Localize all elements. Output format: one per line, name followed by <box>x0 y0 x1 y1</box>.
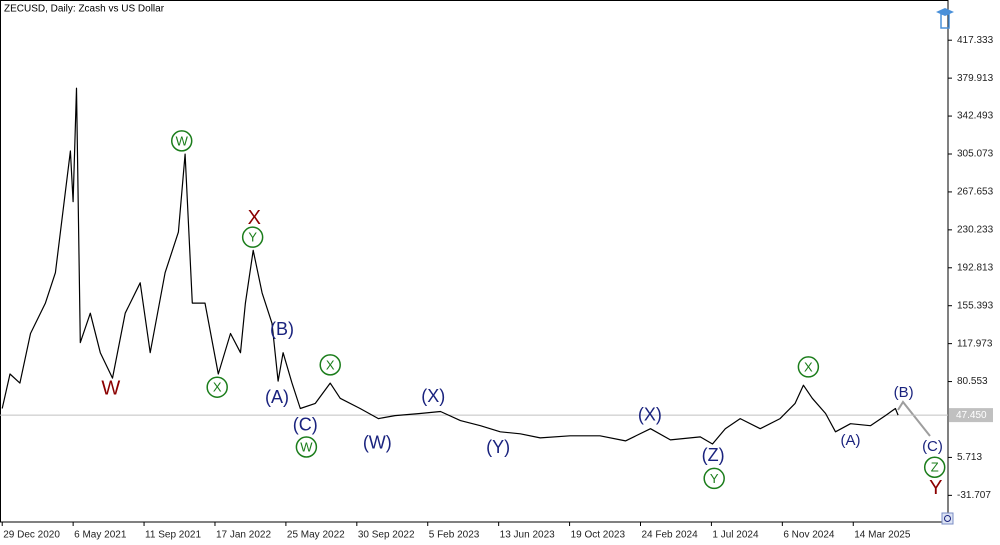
wave-text: W <box>300 439 313 454</box>
x-tick-label: 6 Nov 2024 <box>783 530 835 541</box>
y-tick-label: 117.973 <box>957 338 993 349</box>
wave-label: (X) <box>638 404 662 424</box>
y-tick-label: 267.653 <box>957 187 994 198</box>
x-tick-label: 5 Feb 2023 <box>429 530 480 541</box>
y-tick-label: 417.333 <box>957 35 994 46</box>
last-price-box <box>949 408 993 423</box>
wave-text: (Y) <box>486 437 510 457</box>
wave-label: (C) <box>922 438 943 455</box>
wave-text: (W) <box>363 433 392 453</box>
academy-icon[interactable] <box>936 8 954 29</box>
wave-label: (Y) <box>486 437 510 457</box>
wave-text: (C) <box>922 438 943 455</box>
y-tick-label: 230.233 <box>957 224 994 235</box>
wave-label: (Z) <box>702 445 725 465</box>
y-tick-label: 192.813 <box>957 262 994 273</box>
wave-label: (A) <box>265 387 289 407</box>
wave-label: W <box>101 378 120 400</box>
y-tick-label: -31.707 <box>957 490 991 501</box>
x-tick-label: 6 May 2021 <box>74 530 127 541</box>
wave-label: (W) <box>363 433 392 453</box>
cap-body <box>940 13 950 29</box>
wave-text: W <box>176 133 189 148</box>
y-tick-label: 155.393 <box>957 300 994 311</box>
wave-text: (X) <box>638 404 662 424</box>
y-tick-label: 80.553 <box>957 376 988 387</box>
corner-button-icon <box>944 515 951 522</box>
wave-circle <box>170 130 193 152</box>
wave-text: X <box>213 380 222 395</box>
wave-text: Y <box>929 477 942 499</box>
wave-circle <box>295 436 318 458</box>
wave-label: Y <box>703 467 725 490</box>
x-tick-label: 19 Oct 2023 <box>571 530 626 541</box>
wave-text: (A) <box>840 432 860 449</box>
y-tick-label: 5.713 <box>957 452 982 463</box>
wave-circle <box>703 467 725 490</box>
wave-label: Z <box>923 456 946 479</box>
y-tick-label: 379.913 <box>957 73 994 84</box>
chart-title: ZECUSD, Daily: Zcash vs US Dollar <box>4 4 165 15</box>
x-tick-label: 1 Jul 2024 <box>712 530 759 541</box>
y-tick-label: 305.073 <box>957 149 994 160</box>
wave-label: Y <box>929 477 942 499</box>
wave-label: (B) <box>270 319 294 339</box>
wave-text: W <box>101 378 120 400</box>
wave-circle <box>319 354 341 376</box>
wave-label: (C) <box>293 414 318 434</box>
x-tick-label: 13 Jun 2023 <box>500 530 555 541</box>
wave-text: (Z) <box>702 445 725 465</box>
y-tick-label: 342.493 <box>957 111 994 122</box>
wave-text: (X) <box>421 386 445 406</box>
x-tick-label: 30 Sep 2022 <box>358 530 415 541</box>
wave-text: Z <box>931 460 939 475</box>
wave-text: (B) <box>894 384 914 401</box>
wave-label: W <box>295 436 318 458</box>
x-tick-label: 25 May 2022 <box>287 530 345 541</box>
wave-circle <box>923 456 946 479</box>
wave-text: X <box>248 207 261 229</box>
wave-text: X <box>804 359 813 374</box>
corner-button[interactable] <box>941 512 954 525</box>
wave-circle <box>206 376 228 398</box>
wave-label: Y <box>241 226 264 248</box>
wave-text: Y <box>248 230 257 245</box>
wave-text: X <box>326 357 335 372</box>
wave-label: (B) <box>894 384 914 401</box>
wave-circle <box>241 226 264 248</box>
plot-frame <box>0 0 949 523</box>
wave-label: X <box>206 376 228 398</box>
last-price-label: 47.450 <box>956 410 987 421</box>
x-tick-label: 11 Sep 2021 <box>145 530 201 541</box>
projection-line <box>897 400 931 437</box>
x-tick-label: 17 Jan 2022 <box>216 530 271 541</box>
wave-text: Y <box>710 471 719 486</box>
wave-label: W <box>170 130 193 152</box>
x-tick-label: 14 Mar 2025 <box>854 530 911 541</box>
wave-text: (A) <box>265 387 289 407</box>
wave-label: X <box>248 207 261 229</box>
x-tick-label: 29 Dec 2020 <box>3 530 60 541</box>
wave-text: (B) <box>270 319 294 339</box>
wave-label: X <box>319 354 341 376</box>
wave-label: (A) <box>840 432 860 449</box>
price-line <box>1 87 899 445</box>
x-tick-label: 24 Feb 2024 <box>641 530 698 541</box>
wave-label: (X) <box>421 386 445 406</box>
wave-text: (C) <box>293 414 318 434</box>
wave-circle <box>797 356 820 378</box>
wave-label: X <box>797 356 820 378</box>
